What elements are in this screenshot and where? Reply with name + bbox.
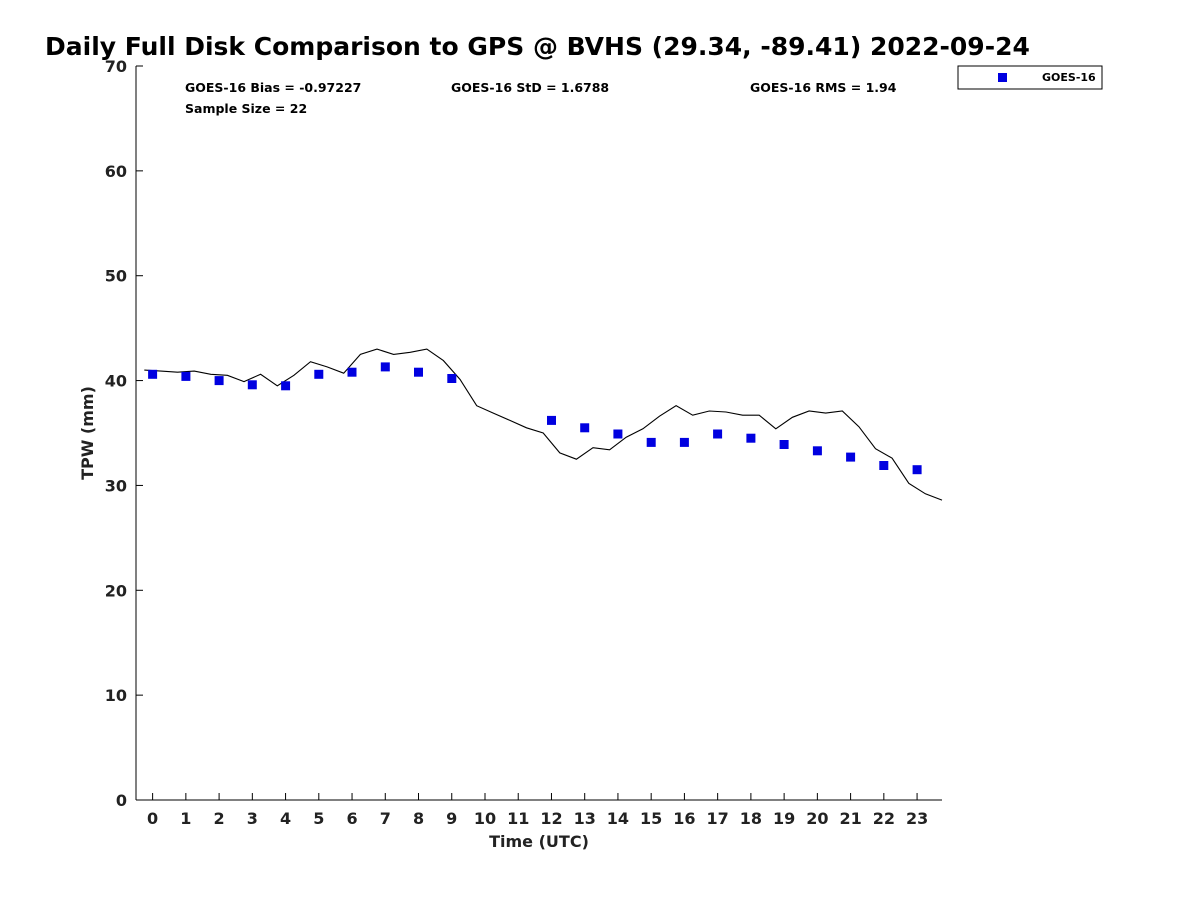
x-tick-label: 17 xyxy=(707,809,729,828)
x-tick-label: 13 xyxy=(574,809,596,828)
goes-16-point xyxy=(646,437,656,447)
x-axis-label: Time (UTC) xyxy=(489,832,589,851)
x-tick-label: 2 xyxy=(214,809,225,828)
x-tick-label: 19 xyxy=(773,809,795,828)
y-axis-ticks: 0 10 20 30 40 50 60 70 xyxy=(105,57,143,810)
y-tick-label: 0 xyxy=(116,791,127,810)
goes-16-point xyxy=(214,376,224,386)
x-axis-ticks: 0 1 2 3 4 5 6 7 8 9 10 11 12 13 14 15 16 17 18 19 20 21 22 23 xyxy=(147,793,928,828)
goes-16-point xyxy=(281,381,291,391)
x-tick-label: 14 xyxy=(607,809,629,828)
y-tick-label: 20 xyxy=(105,581,127,600)
y-tick-label: 40 xyxy=(105,372,127,391)
goes-16-point xyxy=(247,380,257,390)
x-tick-label: 22 xyxy=(873,809,895,828)
goes-16-point xyxy=(380,362,390,372)
x-tick-label: 11 xyxy=(507,809,529,828)
goes-16-point xyxy=(613,429,623,439)
x-tick-label: 18 xyxy=(740,809,762,828)
bias-stat: GOES-16 Bias = -0.97227 xyxy=(185,80,361,95)
goes-16-point xyxy=(414,367,423,377)
x-tick-label: 6 xyxy=(346,809,357,828)
goes-16-point xyxy=(181,371,191,381)
goes-16-point xyxy=(912,465,922,475)
legend: GOES-16 xyxy=(957,65,1103,90)
x-tick-label: 5 xyxy=(313,809,324,828)
x-tick-label: 12 xyxy=(540,809,562,828)
goes-16-point xyxy=(148,369,158,379)
goes-16-point xyxy=(812,446,822,456)
gps-series-line xyxy=(144,348,943,501)
x-tick-label: 23 xyxy=(906,809,928,828)
x-tick-label: 10 xyxy=(474,809,496,828)
std-stat: GOES-16 StD = 1.6788 xyxy=(451,80,609,95)
goes-16-point xyxy=(314,369,324,379)
x-tick-label: 3 xyxy=(247,809,258,828)
y-axis-label: TPW (mm) xyxy=(78,386,97,480)
goes-16-point xyxy=(846,452,856,462)
y-tick-label: 50 xyxy=(105,267,127,286)
rms-stat: GOES-16 RMS = 1.94 xyxy=(750,80,897,95)
legend-label-goes-16: GOES-16 xyxy=(1042,71,1096,84)
legend-marker-goes-16 xyxy=(998,73,1007,82)
y-tick-label: 30 xyxy=(105,476,127,495)
x-tick-label: 1 xyxy=(180,809,191,828)
x-tick-label: 20 xyxy=(806,809,828,828)
goes-16-point xyxy=(580,423,590,433)
goes-16-point xyxy=(746,433,756,443)
goes-16-point xyxy=(679,437,689,447)
goes-16-point xyxy=(447,374,457,383)
goes-16-point xyxy=(347,367,357,377)
chart-title: Daily Full Disk Comparison to GPS @ BVHS… xyxy=(45,32,1030,61)
goes-16-point xyxy=(547,415,556,425)
x-tick-label: 7 xyxy=(380,809,391,828)
goes-16-series-points xyxy=(148,362,922,475)
x-tick-label: 0 xyxy=(147,809,158,828)
goes-16-point xyxy=(779,440,789,449)
x-tick-label: 21 xyxy=(839,809,861,828)
y-tick-label: 60 xyxy=(105,162,127,181)
y-tick-label: 10 xyxy=(105,686,127,705)
x-tick-label: 4 xyxy=(280,809,291,828)
sample-size-stat: Sample Size = 22 xyxy=(185,101,307,116)
x-tick-label: 15 xyxy=(640,809,662,828)
legend-box xyxy=(957,65,1103,90)
x-tick-label: 8 xyxy=(413,809,424,828)
x-tick-label: 9 xyxy=(446,809,457,828)
x-tick-label: 16 xyxy=(673,809,695,828)
goes-16-point xyxy=(879,461,889,470)
y-tick-label: 70 xyxy=(105,57,127,76)
goes-16-point xyxy=(713,429,723,439)
